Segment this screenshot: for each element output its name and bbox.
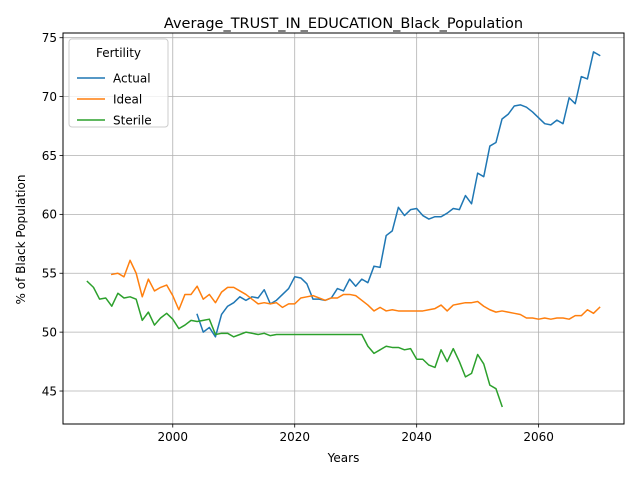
x-tick-label: 2020 bbox=[279, 430, 310, 444]
series-line-actual bbox=[196, 51, 601, 338]
legend-box bbox=[68, 38, 169, 128]
x-tick-label: 2060 bbox=[523, 430, 554, 444]
legend-title: Fertility bbox=[96, 46, 141, 60]
y-tick-label: 70 bbox=[42, 90, 57, 104]
series-line-sterile bbox=[86, 280, 503, 408]
y-tick-label: 75 bbox=[42, 31, 57, 45]
y-tick-label: 50 bbox=[42, 325, 57, 339]
plot-frame bbox=[62, 32, 625, 425]
x-axis: 2000 2020 2040 2060 bbox=[157, 424, 554, 444]
legend-label-sterile: Sterile bbox=[113, 113, 152, 127]
y-tick-label: 55 bbox=[42, 267, 57, 281]
y-tick-label: 45 bbox=[42, 384, 57, 398]
legend: Fertility Actual Ideal Sterile bbox=[68, 38, 169, 128]
x-tick-label: 2040 bbox=[401, 430, 432, 444]
chart-title: Average_TRUST_IN_EDUCATION_Black_Populat… bbox=[164, 16, 523, 32]
legend-label-actual: Actual bbox=[113, 71, 151, 85]
y-tick-label: 65 bbox=[42, 149, 57, 163]
x-tick-label: 2000 bbox=[157, 430, 188, 444]
x-axis-title: Years bbox=[327, 451, 360, 465]
legend-label-ideal: Ideal bbox=[113, 92, 142, 106]
y-axis-title: % of Black Population bbox=[14, 175, 28, 305]
y-axis: 45 50 55 60 65 70 75 bbox=[42, 31, 63, 398]
grid bbox=[63, 33, 624, 424]
series-line-ideal bbox=[110, 259, 601, 320]
y-tick-label: 60 bbox=[42, 208, 57, 222]
series-layer bbox=[86, 51, 601, 408]
